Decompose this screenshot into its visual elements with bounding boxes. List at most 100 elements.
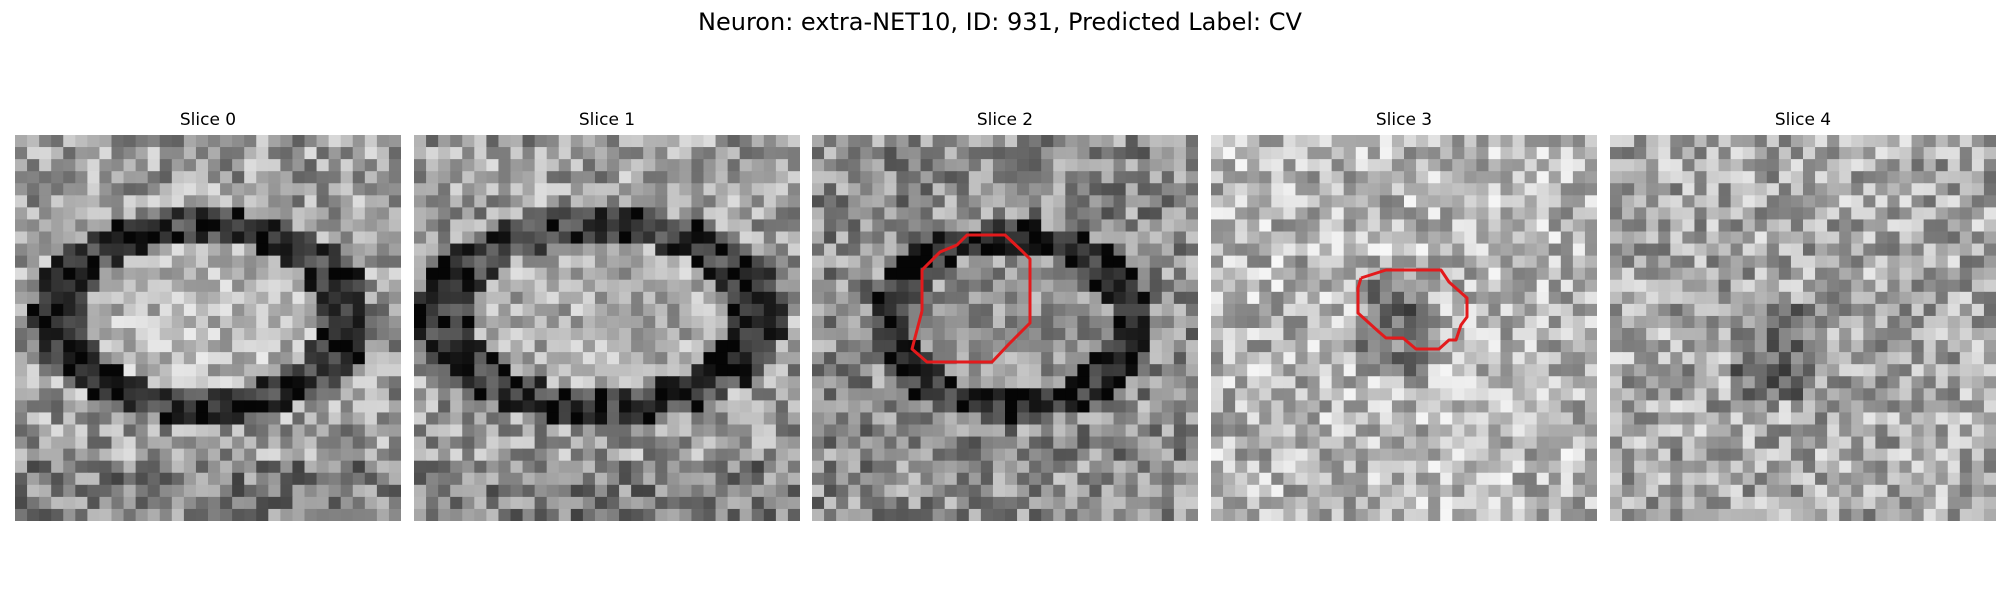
image-pixel bbox=[15, 328, 28, 341]
image-pixel bbox=[1971, 231, 1985, 245]
image-pixel bbox=[474, 340, 487, 353]
image-pixel bbox=[183, 424, 197, 438]
image-pixel bbox=[1223, 388, 1236, 401]
image-pixel bbox=[1271, 183, 1284, 196]
image-pixel bbox=[1584, 171, 1597, 184]
image-pixel bbox=[1911, 219, 1925, 233]
image-pixel bbox=[1778, 291, 1792, 305]
image-pixel bbox=[679, 231, 693, 245]
image-pixel bbox=[751, 207, 765, 221]
image-pixel bbox=[376, 183, 390, 196]
image-pixel bbox=[352, 219, 366, 233]
image-pixel bbox=[1476, 400, 1490, 414]
image-pixel bbox=[1125, 195, 1139, 208]
image-pixel bbox=[220, 508, 233, 521]
image-pixel bbox=[1634, 303, 1647, 317]
image-pixel bbox=[1343, 340, 1357, 353]
image-pixel bbox=[1452, 376, 1465, 389]
image-pixel bbox=[1815, 255, 1828, 269]
image-pixel bbox=[340, 219, 354, 233]
image-pixel bbox=[1005, 135, 1018, 148]
image-pixel bbox=[27, 243, 40, 257]
image-pixel bbox=[860, 255, 873, 269]
image-pixel bbox=[1173, 388, 1187, 401]
image-pixel bbox=[1923, 436, 1937, 450]
image-pixel bbox=[1742, 352, 1756, 365]
image-pixel bbox=[208, 496, 221, 510]
image-pixel bbox=[968, 448, 982, 462]
image-pixel bbox=[1367, 424, 1381, 438]
image-pixel bbox=[1235, 315, 1248, 329]
image-pixel bbox=[1367, 436, 1381, 450]
image-pixel bbox=[1125, 484, 1139, 498]
image-pixel bbox=[474, 424, 487, 438]
image-pixel bbox=[1584, 376, 1597, 389]
image-pixel bbox=[1500, 460, 1514, 474]
image-pixel bbox=[1235, 424, 1248, 438]
image-pixel bbox=[1766, 183, 1780, 196]
image-pixel bbox=[1404, 460, 1417, 474]
image-pixel bbox=[1247, 147, 1260, 160]
image-pixel bbox=[884, 183, 898, 196]
image-pixel bbox=[268, 183, 281, 196]
image-pixel bbox=[268, 267, 281, 281]
image-pixel bbox=[1367, 159, 1381, 172]
image-pixel bbox=[860, 484, 873, 498]
image-pixel bbox=[1887, 171, 1901, 184]
image-pixel bbox=[1017, 183, 1030, 196]
image-pixel bbox=[232, 207, 245, 221]
image-pixel bbox=[570, 388, 584, 401]
image-pixel bbox=[594, 315, 608, 329]
image-pixel bbox=[1766, 219, 1780, 233]
image-pixel bbox=[570, 496, 584, 510]
image-pixel bbox=[980, 364, 994, 377]
image-pixel bbox=[908, 484, 922, 498]
image-pixel bbox=[39, 376, 52, 389]
image-pixel bbox=[1512, 255, 1526, 269]
image-pixel bbox=[1730, 255, 1744, 269]
image-pixel bbox=[1464, 472, 1477, 486]
image-pixel bbox=[1524, 484, 1538, 498]
image-pixel bbox=[1173, 496, 1187, 510]
image-pixel bbox=[944, 340, 958, 353]
image-pixel bbox=[1584, 183, 1597, 196]
image-pixel bbox=[1694, 171, 1708, 184]
image-pixel bbox=[1440, 255, 1453, 269]
image-pixel bbox=[51, 412, 64, 426]
image-pixel bbox=[63, 472, 76, 486]
image-pixel bbox=[1694, 195, 1708, 208]
image-pixel bbox=[1295, 279, 1309, 293]
image-pixel bbox=[836, 171, 849, 184]
image-pixel bbox=[631, 424, 644, 438]
image-pixel bbox=[1017, 243, 1030, 257]
image-pixel bbox=[1295, 291, 1309, 305]
image-pixel bbox=[824, 484, 837, 498]
image-pixel bbox=[619, 279, 632, 293]
image-pixel bbox=[87, 484, 101, 498]
image-pixel bbox=[1706, 436, 1720, 450]
image-pixel bbox=[703, 364, 717, 377]
image-pixel bbox=[1610, 183, 1623, 196]
image-pixel bbox=[968, 303, 982, 317]
image-pixel bbox=[1464, 219, 1477, 233]
image-pixel bbox=[123, 303, 137, 317]
image-pixel bbox=[570, 376, 584, 389]
image-pixel bbox=[1307, 376, 1321, 389]
image-pixel bbox=[546, 291, 560, 305]
image-pixel bbox=[582, 328, 596, 341]
image-pixel bbox=[280, 315, 294, 329]
image-pixel bbox=[812, 496, 825, 510]
image-pixel bbox=[1634, 147, 1647, 160]
image-pixel bbox=[1524, 340, 1538, 353]
image-pixel bbox=[968, 147, 982, 160]
image-pixel bbox=[1295, 219, 1309, 233]
image-pixel bbox=[1259, 195, 1272, 208]
image-pixel bbox=[340, 147, 354, 160]
image-pixel bbox=[1899, 183, 1913, 196]
image-pixel bbox=[607, 496, 620, 510]
image-pixel bbox=[244, 315, 257, 329]
image-pixel bbox=[462, 328, 475, 341]
image-pixel bbox=[727, 279, 741, 293]
image-pixel bbox=[1670, 291, 1683, 305]
image-pixel bbox=[787, 231, 800, 245]
